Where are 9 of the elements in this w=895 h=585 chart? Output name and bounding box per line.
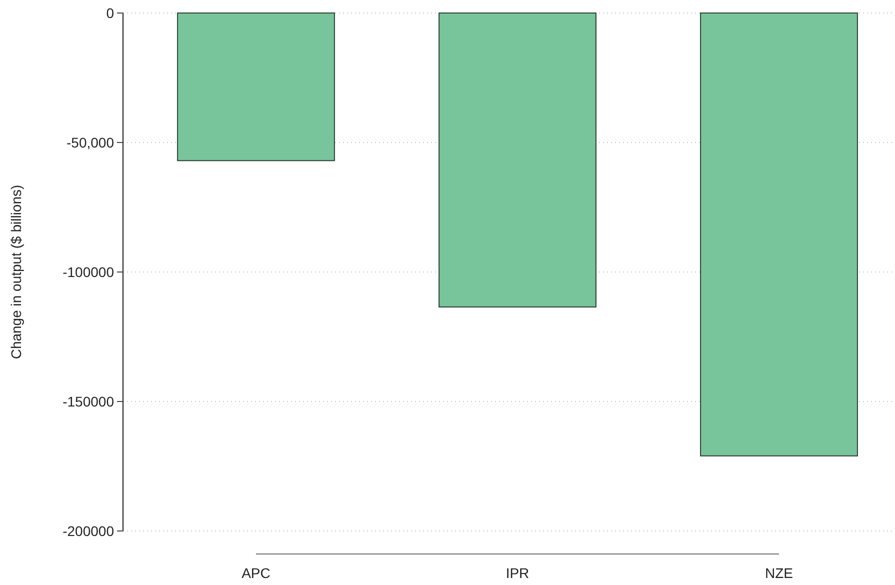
x-tick-label: APC bbox=[242, 565, 270, 581]
y-tick-label: 0 bbox=[106, 4, 114, 21]
y-tick-label: -100000 bbox=[62, 264, 114, 280]
y-tick-label: -150000 bbox=[62, 393, 114, 410]
x-tick-label: IPR bbox=[506, 565, 530, 581]
y-tick-label: -50,000 bbox=[66, 134, 114, 150]
y-axis-title: Change in output ($ billions) bbox=[8, 184, 24, 360]
x-tick-label: NZE bbox=[765, 565, 793, 581]
y-tick-label: -200000 bbox=[62, 522, 114, 539]
